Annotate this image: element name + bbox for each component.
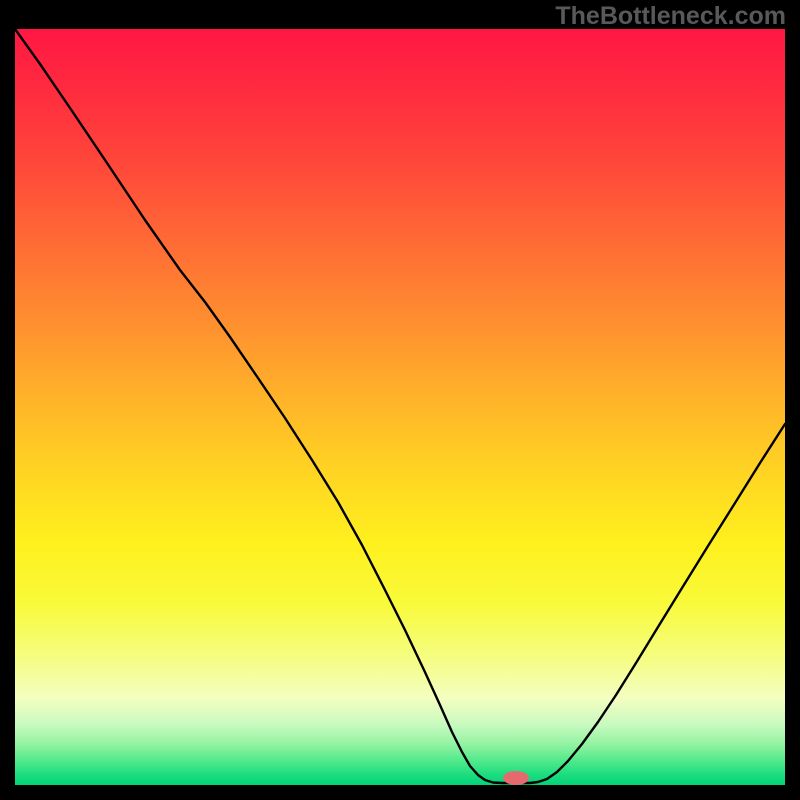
plot-background [15,29,785,785]
bottleneck-chart [0,0,800,800]
optimum-marker [503,771,529,785]
watermark-text: TheBottleneck.com [555,2,786,31]
